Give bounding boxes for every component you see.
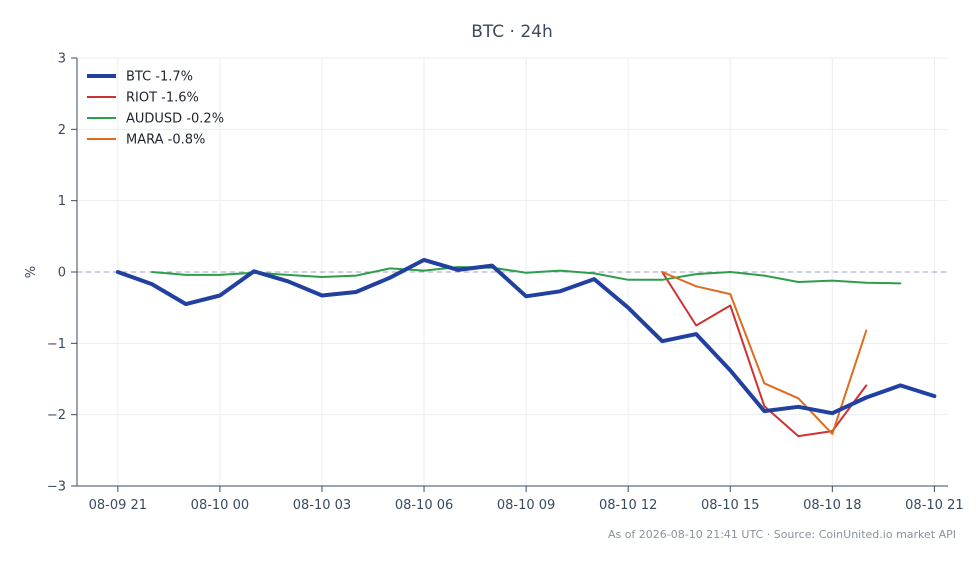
source-note: As of 2026-08-10 21:41 UTC · Source: Coi… (608, 528, 956, 541)
x-tick-label: 08-10 15 (701, 498, 759, 513)
legend-label-btc: BTC -1.7% (126, 70, 193, 85)
legend-label-audusd: AUDUSD -0.2% (126, 112, 224, 127)
y-axis-label: % (24, 266, 39, 278)
series-lines (115, 257, 937, 438)
x-tick-label: 08-10 06 (395, 498, 453, 513)
series-line-btc (115, 257, 937, 416)
x-tick-label: 08-10 03 (293, 498, 351, 513)
legend-label-mara: MARA -0.8% (126, 133, 205, 148)
y-tick-label: 1 (58, 194, 66, 209)
series-line-audusd (150, 266, 902, 285)
y-tick-label: −3 (47, 480, 66, 495)
x-tick-label: 08-09 21 (89, 498, 147, 513)
y-tick-label: −2 (47, 408, 66, 423)
y-tick-label: 0 (58, 266, 66, 281)
x-tick-label: 08-10 21 (905, 498, 963, 513)
x-tick-label: 08-10 18 (803, 498, 861, 513)
y-tick-label: −1 (47, 337, 66, 352)
x-tick-label: 08-10 09 (497, 498, 555, 513)
legend-label-riot: RIOT -1.6% (126, 91, 199, 106)
x-tick-label: 08-10 12 (599, 498, 657, 513)
x-tick-label: 08-10 00 (191, 498, 249, 513)
chart-title: BTC · 24h (471, 22, 553, 42)
legend: BTC -1.7% RIOT -1.6% AUDUSD -0.2% MARA -0.8… (87, 70, 224, 148)
y-tick-label: 2 (58, 123, 66, 138)
series-line-mara (661, 271, 868, 435)
axes: 3 2 1 0 −1 −2 −3 08-09 21 08-10 00 08-10 03 08-10 … (47, 52, 964, 514)
y-tick-label: 3 (58, 52, 66, 67)
